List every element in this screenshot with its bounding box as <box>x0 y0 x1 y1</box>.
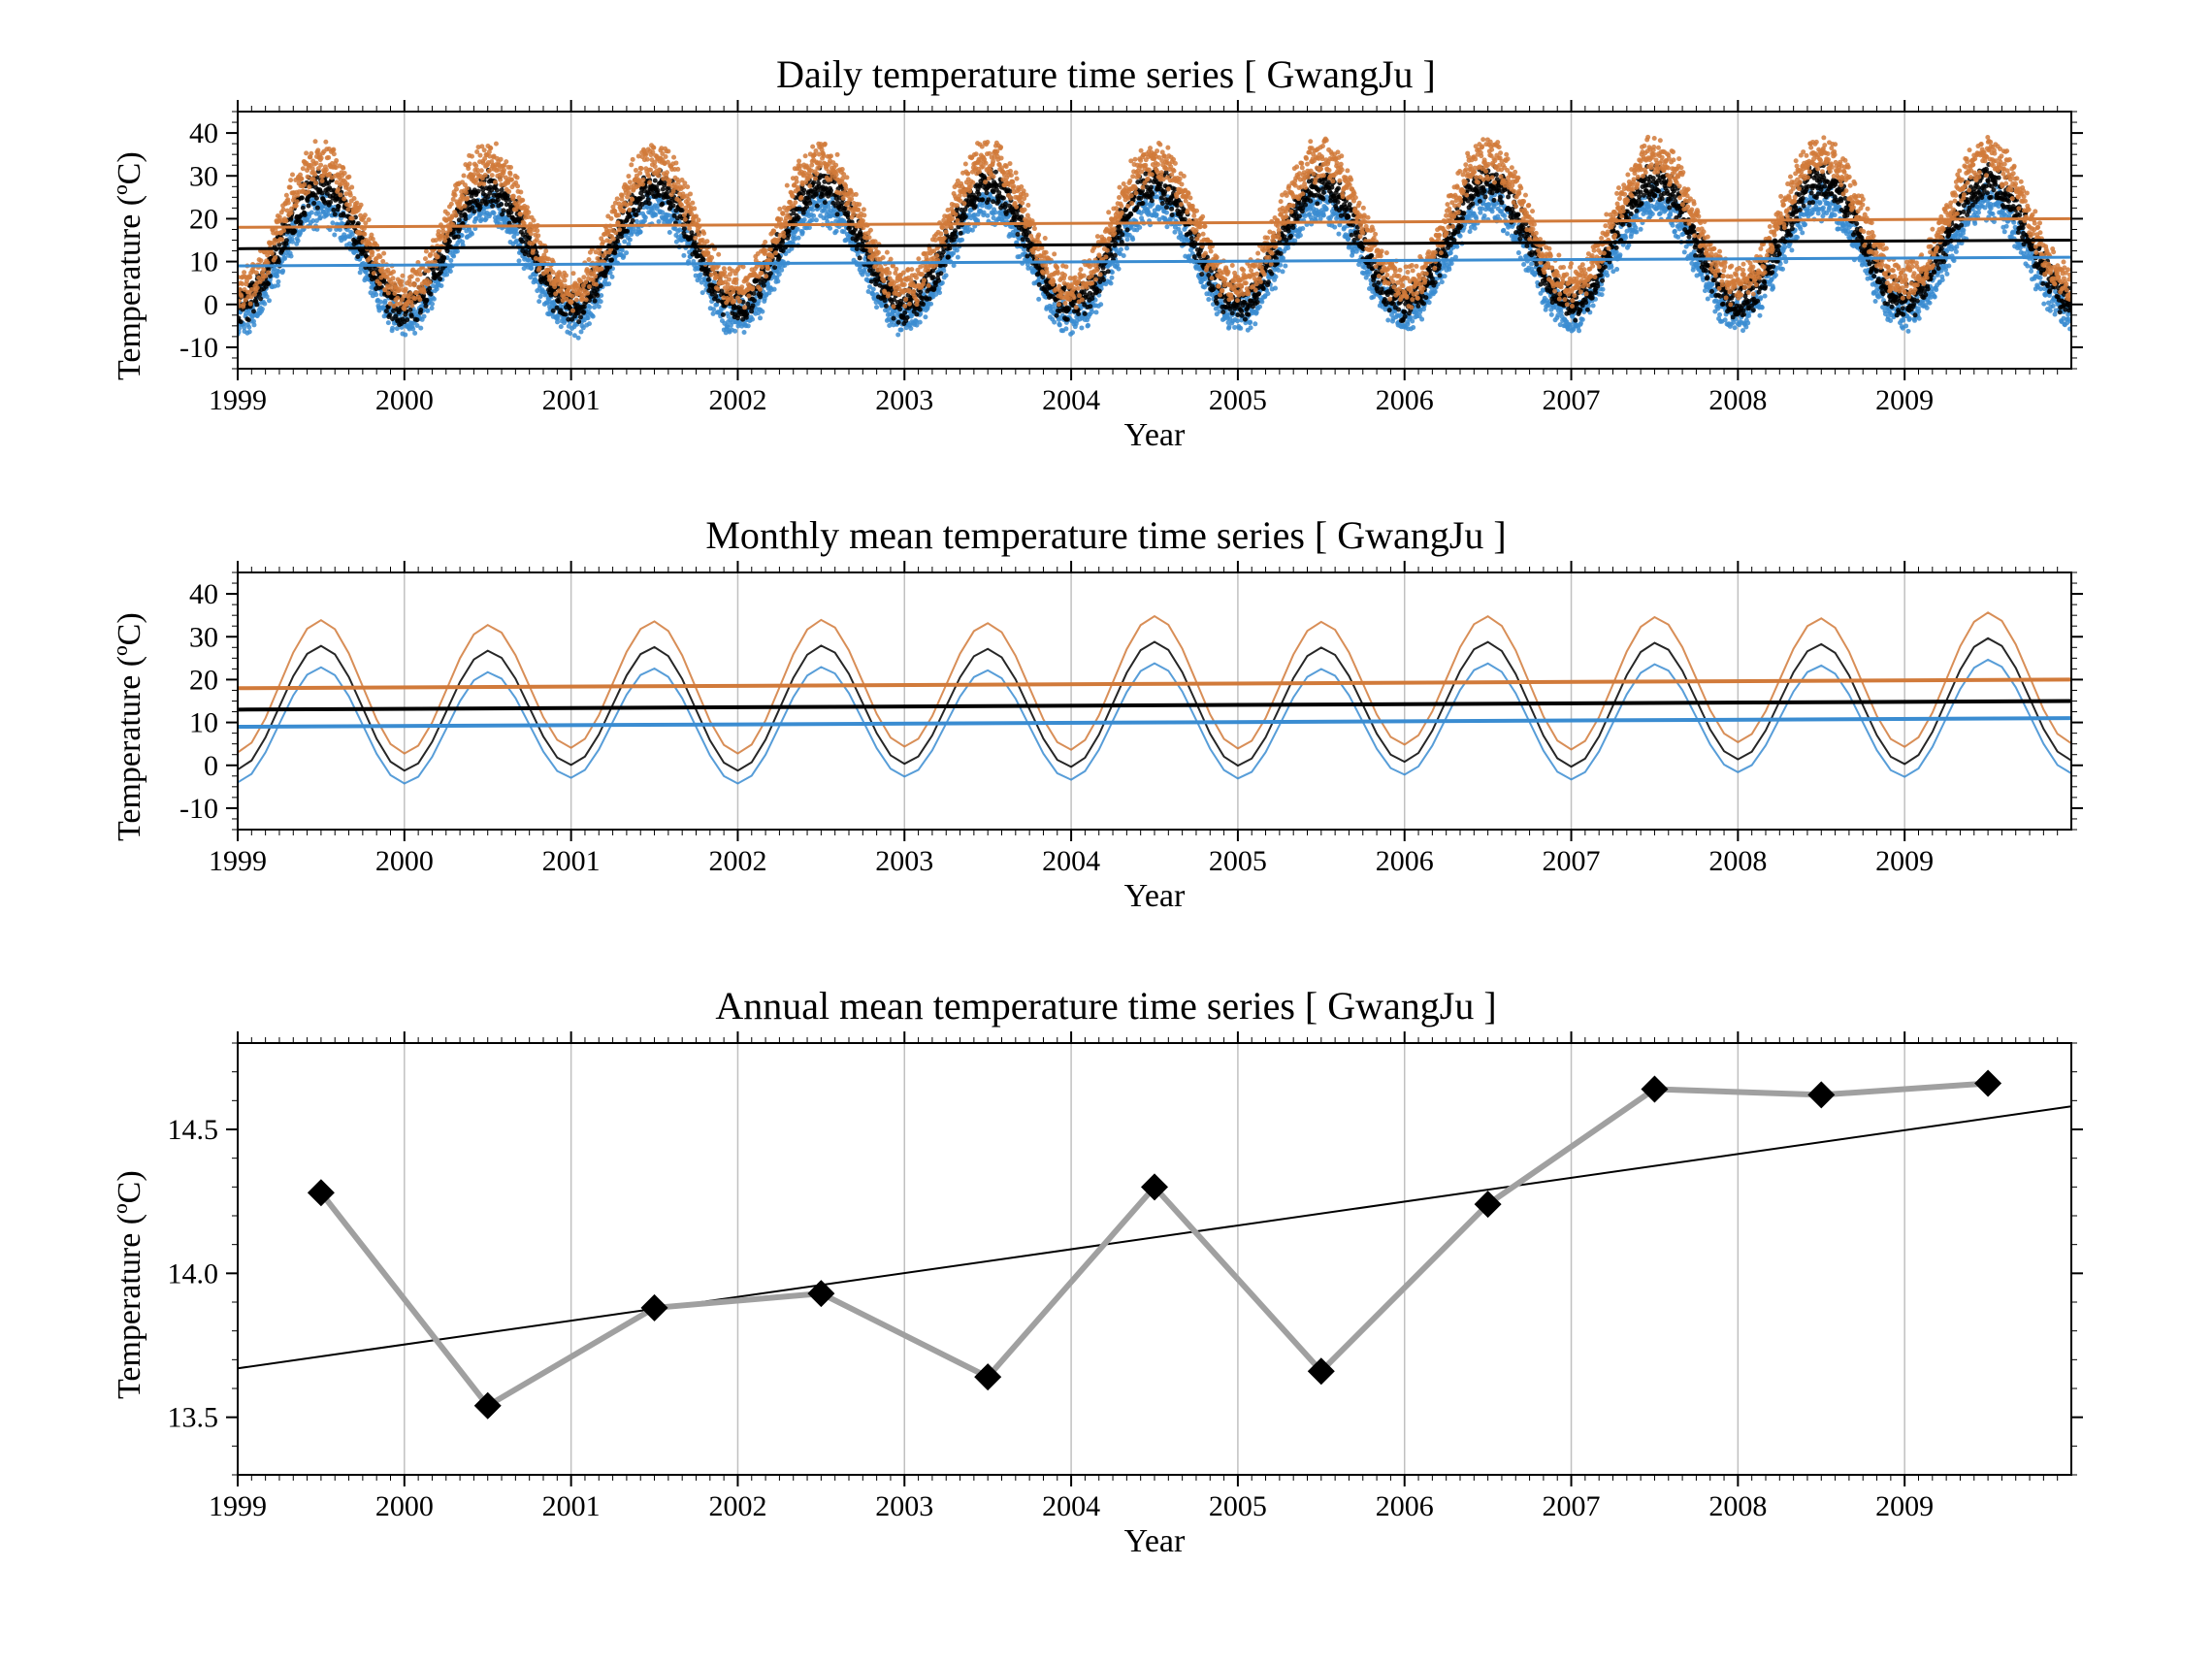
p3-svg: 1999200020012002200320042005200620072008… <box>0 0 2212 1665</box>
figure-container: Daily temperature time series [ GwangJu … <box>0 0 2212 1665</box>
